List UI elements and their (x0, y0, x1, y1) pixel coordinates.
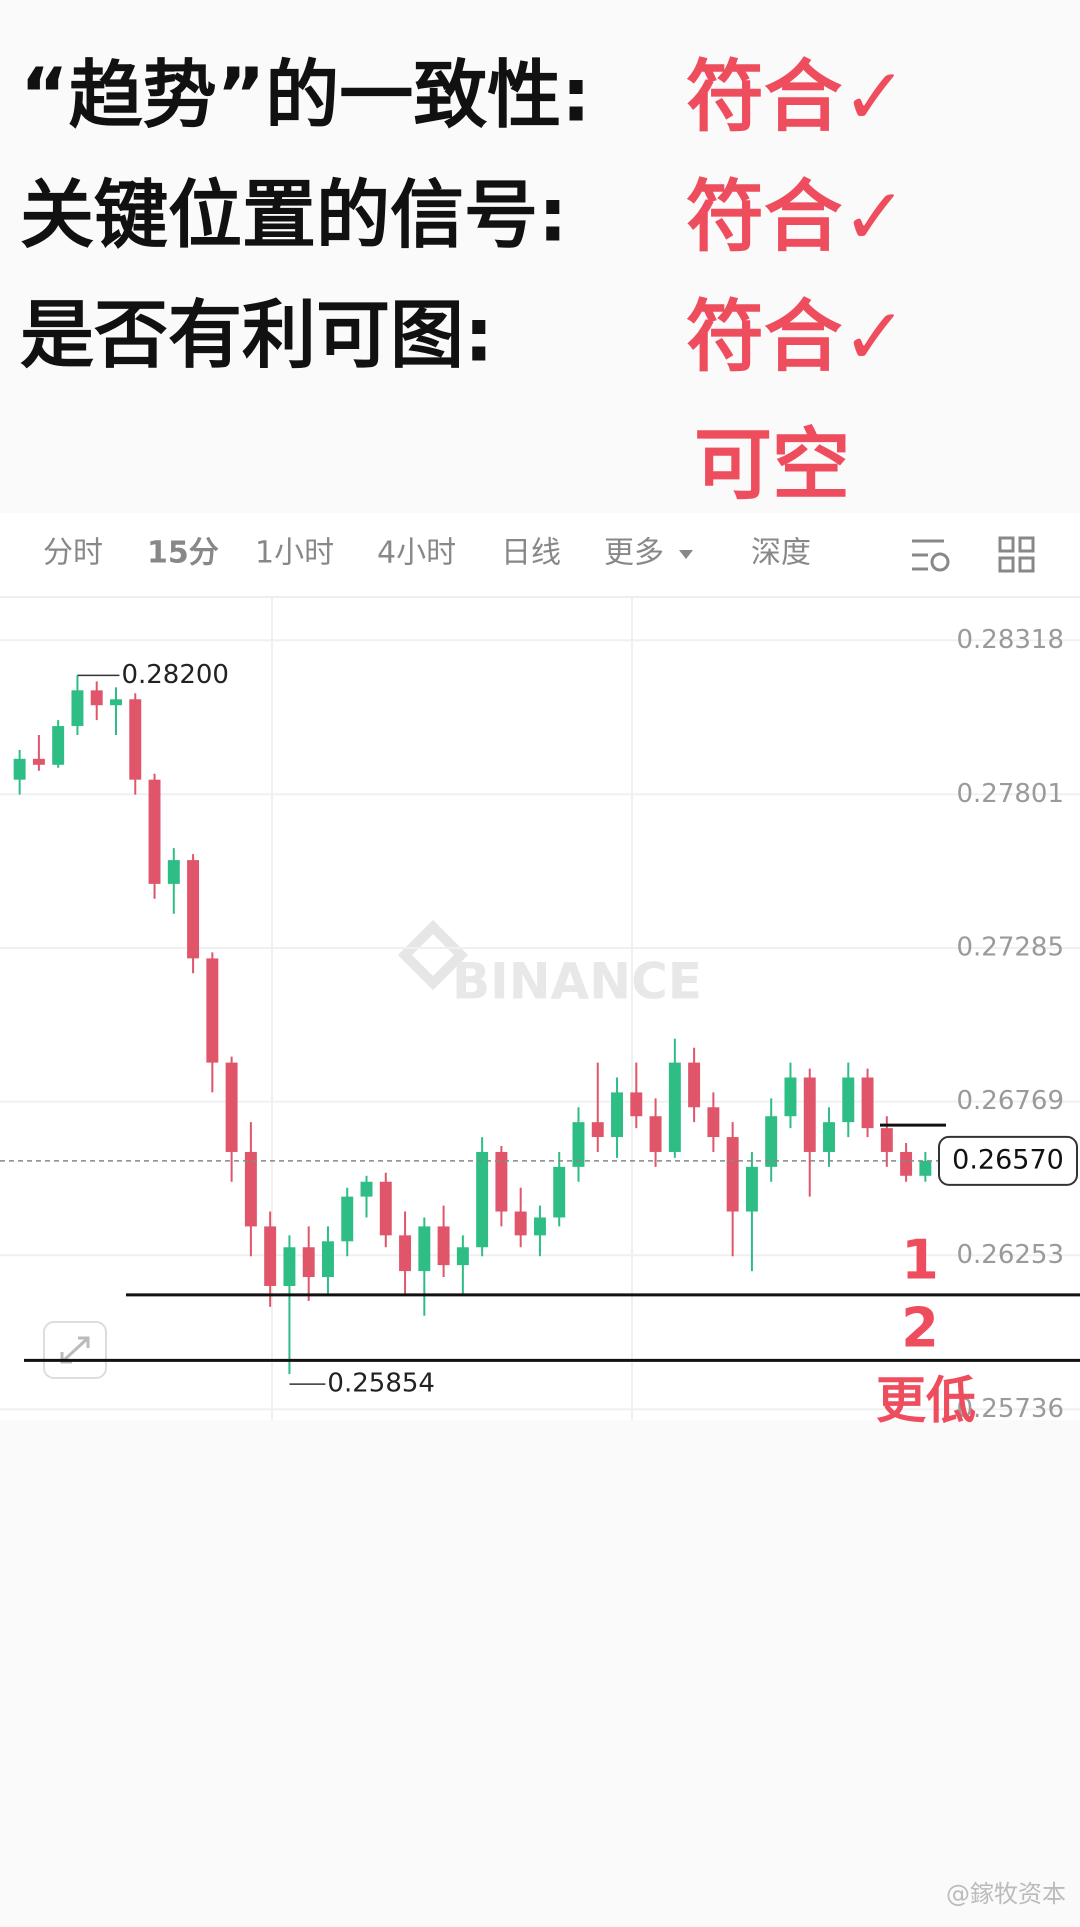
low-label: 0.25854 (327, 1369, 435, 1399)
header-conclusion: 可空 (694, 420, 850, 510)
candle-body (591, 1122, 604, 1138)
layout-icon[interactable] (998, 536, 1035, 573)
candle-body (437, 1226, 450, 1266)
toolbar-tab[interactable]: 更多 (604, 536, 664, 571)
expand-button[interactable] (43, 1321, 107, 1379)
y-tick-label: 0.27285 (956, 932, 1064, 962)
toolbar-tab[interactable]: 1小时 (255, 536, 334, 571)
candle-body (707, 1107, 720, 1138)
candle-body (784, 1077, 797, 1117)
candle-body (842, 1077, 855, 1123)
candle-body (476, 1151, 489, 1248)
candle-body (553, 1166, 566, 1218)
candle-body (148, 779, 161, 884)
candle-body (225, 1062, 238, 1152)
candle-body (167, 860, 180, 884)
candle-body (668, 1062, 681, 1152)
toolbar-tab[interactable]: 4小时 (377, 536, 456, 571)
candle-body (32, 758, 45, 765)
candle-body (264, 1226, 277, 1286)
y-tick-label: 0.26253 (956, 1240, 1064, 1270)
candle-body (745, 1166, 758, 1212)
candle-body (360, 1181, 373, 1197)
candle-body (52, 726, 65, 765)
annotation: 1 (901, 1229, 939, 1292)
candle-body (244, 1151, 257, 1227)
candle-body (861, 1077, 874, 1129)
candle-body (514, 1211, 527, 1236)
toolbar-tab[interactable]: 深度 (751, 536, 811, 571)
annotation: 2 (901, 1297, 939, 1360)
candle-body (726, 1137, 739, 1212)
y-tick-label: 0.25736 (956, 1394, 1064, 1424)
candle-body (379, 1181, 392, 1236)
header: “趋势”的一致性: 关键位置的信号: 是否有利可图: 符合✓ 符合✓ 符合✓ 可… (20, 52, 907, 510)
last-price-box (938, 1135, 1078, 1186)
candle-body (456, 1247, 469, 1266)
watermark-text: BINANCE (452, 953, 702, 1011)
candle-body (495, 1151, 508, 1212)
footer-watermark: @鎵牧资本 (946, 1880, 1066, 1908)
candle-body (13, 758, 26, 780)
candle-body (823, 1122, 835, 1152)
candle-body (399, 1235, 412, 1272)
candle-body (688, 1062, 701, 1108)
toolbar-tab[interactable]: 日线 (501, 536, 561, 571)
candle-body (187, 860, 200, 959)
header-status: 符合✓ (686, 52, 907, 142)
annotation: 更低 (876, 1372, 976, 1430)
candle-body (880, 1128, 893, 1152)
candle-body (321, 1241, 334, 1278)
toolbar-tab[interactable]: 分时 (43, 536, 103, 571)
candle-body (71, 690, 84, 727)
header-label: 关键位置的信号: (20, 173, 568, 259)
y-tick-label: 0.26769 (956, 1086, 1064, 1116)
candle-body (110, 699, 122, 706)
candle-body (533, 1217, 546, 1236)
watermark: BINANCE (397, 919, 702, 1011)
dropdown-arrow (679, 550, 693, 559)
candle-body (90, 690, 103, 706)
candle-body (418, 1226, 431, 1272)
candle-body (765, 1116, 778, 1167)
candle-body (649, 1116, 662, 1152)
y-tick-label: 0.28318 (956, 625, 1064, 655)
candle-body (803, 1077, 816, 1152)
y-tick-label: 0.27801 (956, 779, 1064, 809)
header-label: “趋势”的一致性: (20, 53, 591, 139)
toolbar-tab[interactable]: 15分 (147, 536, 219, 571)
candle-body (919, 1160, 932, 1176)
candle-body (129, 699, 142, 780)
chart-panel (0, 513, 1080, 1420)
candle-body (630, 1092, 643, 1117)
candle-body (572, 1122, 585, 1167)
candle-body (283, 1247, 296, 1286)
header-status: 符合✓ (686, 292, 907, 382)
candle-body (206, 958, 219, 1063)
header-label: 是否有利可图: (20, 293, 494, 379)
watermark-logo (397, 919, 469, 991)
candle-body (611, 1092, 624, 1138)
last-price-label: 0.26570 (952, 1144, 1064, 1175)
toolbar (679, 536, 1035, 573)
settings-icon[interactable] (912, 539, 950, 572)
candle-body (900, 1151, 913, 1176)
candle-body (341, 1196, 354, 1242)
header-status: 符合✓ (686, 172, 907, 262)
candle-body (302, 1247, 315, 1278)
high-label: 0.28200 (121, 660, 229, 690)
